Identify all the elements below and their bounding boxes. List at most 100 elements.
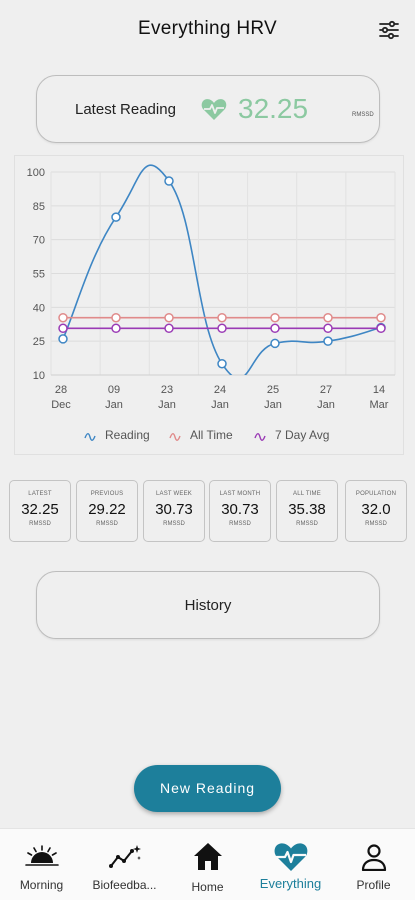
latest-reading-value: 32.25	[238, 93, 309, 124]
stat-box-latest: LATEST 32.25 RMSSD	[9, 480, 71, 542]
hrv-chart: 100 85 70 55 40 25 10 28 Dec 09 Jan 23 Jan 24 Jan 25 Jan…	[14, 155, 404, 455]
sunrise-icon	[24, 845, 59, 866]
data-point	[376, 312, 386, 323]
x-tick-label: 09	[108, 384, 120, 396]
x-tick-label: 23	[161, 384, 173, 396]
data-point	[270, 323, 280, 334]
stat-box-population: POPULATION 32.0 RMSSD	[345, 480, 407, 542]
stat-unit: RMSSD	[365, 521, 387, 527]
data-point	[164, 312, 174, 323]
stat-unit: RMSSD	[296, 521, 318, 527]
data-point	[323, 323, 333, 334]
stat-label: ALL TIME	[293, 491, 321, 497]
x-tick-label: Jan	[264, 399, 282, 411]
stat-label: PREVIOUS	[90, 491, 124, 497]
app-header: Everything HRV	[0, 0, 415, 58]
history-label: History	[184, 597, 232, 614]
nav-label-everything: Everything	[259, 876, 322, 891]
stat-unit: RMSSD	[229, 521, 251, 527]
stat-unit: RMSSD	[96, 521, 118, 527]
heart-pulse-icon	[200, 95, 228, 123]
stat-box-previous: PREVIOUS 29.22 RMSSD	[76, 480, 138, 542]
latest-reading-label: Latest Reading	[75, 101, 176, 118]
latest-reading-unit: RMSSD	[352, 112, 374, 118]
person-icon	[361, 844, 386, 871]
history-button[interactable]: History	[36, 571, 380, 639]
y-tick-label: 55	[33, 269, 45, 281]
heart-pulse-icon	[274, 843, 307, 871]
legend-label: 7 Day Avg	[275, 428, 329, 442]
x-tick-label: Jan	[105, 399, 123, 411]
data-point	[323, 336, 333, 346]
legend-label: Reading	[105, 428, 150, 442]
y-tick-label: 40	[33, 302, 45, 314]
nav-label-profile: Profile	[356, 878, 391, 892]
x-tick-label: Dec	[51, 399, 71, 411]
y-tick-label: 100	[27, 167, 45, 179]
x-tick-label: Jan	[158, 399, 176, 411]
stat-value: 30.73	[155, 501, 193, 518]
data-point	[217, 323, 227, 334]
data-point	[164, 323, 174, 334]
x-tick-label: Jan	[211, 399, 229, 411]
stat-value: 35.38	[288, 501, 326, 518]
sliders-icon[interactable]	[377, 18, 401, 42]
bottom-nav: Morning Biofeedba... Home Everything	[0, 828, 415, 900]
new-reading-button[interactable]: New Reading	[134, 765, 281, 812]
y-tick-label: 25	[33, 336, 45, 348]
data-point	[217, 312, 227, 323]
home-icon	[193, 843, 222, 870]
nav-item-everything[interactable]: Everything	[249, 829, 332, 900]
legend-label: All Time	[190, 428, 233, 442]
data-point	[164, 176, 174, 186]
data-point	[58, 312, 68, 323]
data-point	[270, 312, 280, 323]
nav-item-home[interactable]: Home	[166, 829, 249, 900]
data-point	[270, 338, 280, 349]
stat-box-last-month: LAST MONTH 30.73 RMSSD	[209, 480, 271, 542]
legend-swatch	[254, 433, 266, 441]
data-point	[111, 323, 121, 334]
nav-label-morning: Morning	[19, 878, 64, 892]
stat-value: 30.73	[221, 501, 259, 518]
stat-value: 32.25	[21, 501, 59, 518]
series-line-0	[62, 164, 382, 375]
data-point	[58, 334, 68, 344]
x-tick-label: Jan	[317, 399, 335, 411]
stats-row: LATEST 32.25 RMSSD PREVIOUS 29.22 RMSSD LAST W…	[9, 480, 409, 542]
data-point	[323, 312, 333, 323]
x-tick-label: 27	[320, 384, 332, 396]
hrv-chart-svg: 100 85 70 55 40 25 10 28 Dec 09 Jan 23 Jan 24 Jan 25 Jan…	[27, 164, 396, 442]
y-tick-label: 85	[33, 201, 45, 213]
x-tick-label: 28	[55, 384, 67, 396]
legend-swatch	[169, 433, 181, 441]
stat-unit: RMSSD	[29, 521, 51, 527]
sparkle-chart-icon	[108, 845, 141, 868]
nav-label-home: Home	[191, 880, 224, 894]
nav-label-biofeedback: Biofeedba...	[92, 878, 157, 892]
x-tick-label: 25	[267, 384, 279, 396]
legend-swatch	[84, 433, 96, 441]
data-point	[111, 212, 121, 222]
nav-item-profile[interactable]: Profile	[332, 829, 415, 900]
data-point	[111, 312, 121, 323]
x-tick-label: 24	[214, 384, 226, 396]
stat-label: LAST MONTH	[219, 491, 261, 497]
data-point	[217, 358, 227, 369]
data-point	[376, 323, 386, 334]
stat-label: LAST WEEK	[155, 491, 193, 497]
nav-item-biofeedback[interactable]: Biofeedba...	[83, 829, 166, 900]
x-tick-label: 14	[373, 384, 385, 396]
nav-item-morning[interactable]: Morning	[0, 829, 83, 900]
y-tick-label: 70	[33, 235, 45, 247]
stat-value: 29.22	[88, 501, 126, 518]
stat-value: 32.0	[361, 501, 391, 518]
stat-label: LATEST	[28, 491, 52, 497]
latest-reading-card[interactable]: Latest Reading 32.25 RMSSD	[36, 75, 380, 143]
page-title: Everything HRV	[137, 18, 278, 39]
stat-label: POPULATION	[355, 491, 397, 497]
stat-box-all-time: ALL TIME 35.38 RMSSD	[276, 480, 338, 542]
stat-box-last-week: LAST WEEK 30.73 RMSSD	[143, 480, 205, 542]
data-point	[58, 323, 68, 334]
y-tick-label: 10	[33, 370, 45, 382]
